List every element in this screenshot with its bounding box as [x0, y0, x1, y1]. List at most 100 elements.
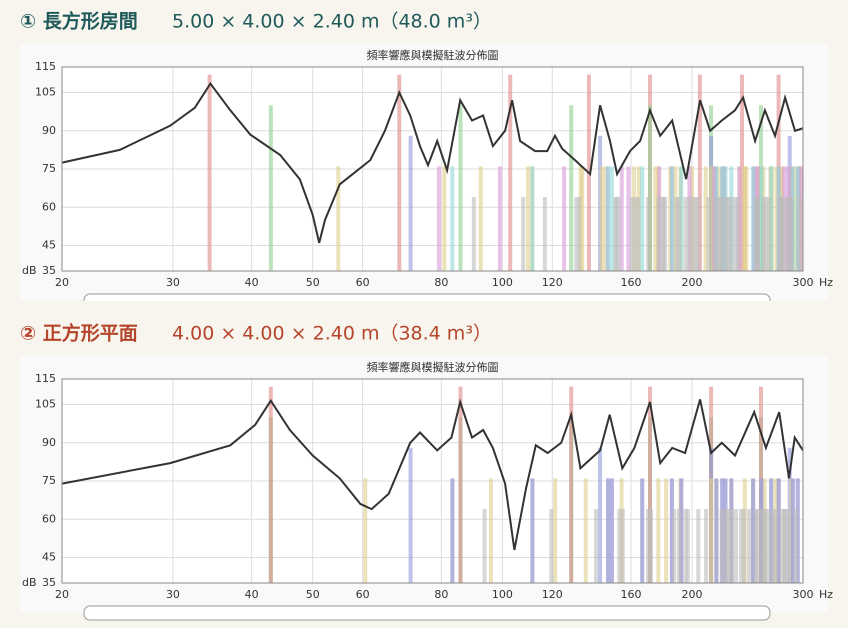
x-tick-label: 40 [245, 276, 259, 289]
room-mode-bar [599, 166, 604, 271]
room-mode-bar [605, 478, 610, 583]
room-mode-bar [783, 197, 788, 271]
room-mode-bar [696, 197, 701, 271]
room-mode-bar [774, 166, 779, 271]
room-mode-bar [780, 509, 785, 583]
heading: ① 長方形房間 [20, 10, 138, 33]
x-tick-label: 50 [306, 588, 320, 601]
room-mode-bar [779, 197, 784, 271]
room-mode-bar [679, 478, 684, 583]
room-mode-bar [521, 197, 526, 271]
room-mode-bar [793, 166, 798, 271]
x-tick-label: 300 [793, 276, 814, 289]
x-tick-label: 100 [492, 588, 513, 601]
room-mode-bar [626, 166, 631, 271]
room-mode-bar [729, 197, 734, 271]
room-mode-bar [436, 166, 441, 271]
room-mode-bar [653, 166, 658, 271]
room-mode-bar [363, 478, 368, 583]
room-mode-bar [458, 105, 463, 271]
plot-frame [61, 378, 804, 584]
room-mode-bar [725, 509, 730, 583]
room-mode-bar [574, 197, 579, 271]
chart-title: 頻率響應與模擬駐波分佈圖 [367, 48, 499, 62]
room-mode-bar [713, 197, 718, 271]
dimensions: 5.00 × 4.00 × 2.40 m（48.0 m³） [172, 11, 492, 33]
room-mode-bar [709, 166, 714, 271]
x-tick-label: 60 [356, 588, 370, 601]
room-mode-bar [397, 74, 402, 272]
room-mode-bar [488, 478, 493, 583]
room-mode-bar [656, 478, 661, 583]
room-mode-bar [605, 166, 610, 271]
room-mode-bar [580, 166, 585, 271]
room-mode-bar [677, 509, 682, 583]
x-tick-label: 120 [542, 276, 563, 289]
room-mode-bar [725, 197, 730, 271]
heading: ② 正方形平面 [20, 322, 138, 345]
room-mode-bar [629, 197, 634, 271]
room-mode-bar [696, 509, 701, 583]
room-mode-bar [703, 166, 708, 271]
room-mode-bar [603, 166, 608, 271]
room-mode-bar [530, 478, 535, 583]
room-mode-bar [583, 478, 588, 583]
x-tick-label: 80 [434, 276, 448, 289]
room-mode-bar [569, 386, 574, 583]
room-mode-bar [793, 509, 798, 583]
x-tick-label: 80 [434, 588, 448, 601]
x-tick-label: 200 [682, 276, 703, 289]
x-axis-label: Hz [819, 588, 833, 601]
room-mode-bar [525, 166, 530, 271]
room-mode-bar [763, 509, 768, 583]
room-mode-bar [542, 197, 547, 271]
room-mode-bar [759, 509, 764, 583]
room-mode-bar [450, 478, 455, 583]
room-mode-bar [640, 166, 645, 271]
room-mode-bar [645, 197, 650, 271]
room-mode-bar [755, 509, 760, 583]
room-mode-bar [735, 197, 740, 271]
room-mode-bar [687, 197, 692, 271]
room-mode-bar [709, 478, 714, 583]
scroll-bar[interactable] [83, 605, 771, 621]
response-line [61, 398, 804, 551]
room-mode-bar [751, 478, 756, 583]
room-mode-bar [268, 105, 273, 271]
y-tick-label: 90 [42, 436, 56, 449]
y-axis-label: dB [22, 576, 37, 589]
room-mode-bar [336, 166, 341, 271]
room-mode-bar [619, 166, 624, 271]
x-tick-label: 40 [245, 588, 259, 601]
room-mode-bar [693, 197, 698, 271]
room-mode-bar [442, 166, 447, 271]
room-mode-bar [744, 166, 749, 271]
y-tick-label: 45 [42, 239, 56, 252]
room-mode-bar [458, 386, 463, 583]
room-mode-bar [482, 509, 487, 583]
x-tick-label: 20 [55, 276, 69, 289]
y-tick-label: 105 [35, 398, 56, 411]
room-mode-bar [636, 197, 641, 271]
room-mode-bar [656, 197, 661, 271]
room-mode-bar [766, 197, 771, 271]
room-mode-bar [530, 166, 535, 271]
room-mode-bar [661, 197, 666, 271]
y-tick-label: 105 [35, 86, 56, 99]
room-mode-bar [594, 509, 599, 583]
room-mode-bar [562, 166, 567, 271]
x-tick-label: 50 [306, 276, 320, 289]
room-mode-bar [674, 197, 679, 271]
room-mode-bar [549, 509, 554, 583]
x-tick-label: 30 [166, 588, 180, 601]
room-mode-bar [733, 197, 738, 271]
x-tick-label: 30 [166, 276, 180, 289]
room-mode-bar [747, 509, 752, 583]
room-mode-bar [609, 166, 614, 271]
room-mode-bar [697, 74, 702, 272]
x-tick-label: 300 [793, 588, 814, 601]
room-mode-bar [789, 197, 794, 271]
room-mode-bar [640, 478, 645, 583]
y-tick-label: 75 [42, 162, 56, 175]
y-tick-label: 35 [42, 576, 56, 589]
